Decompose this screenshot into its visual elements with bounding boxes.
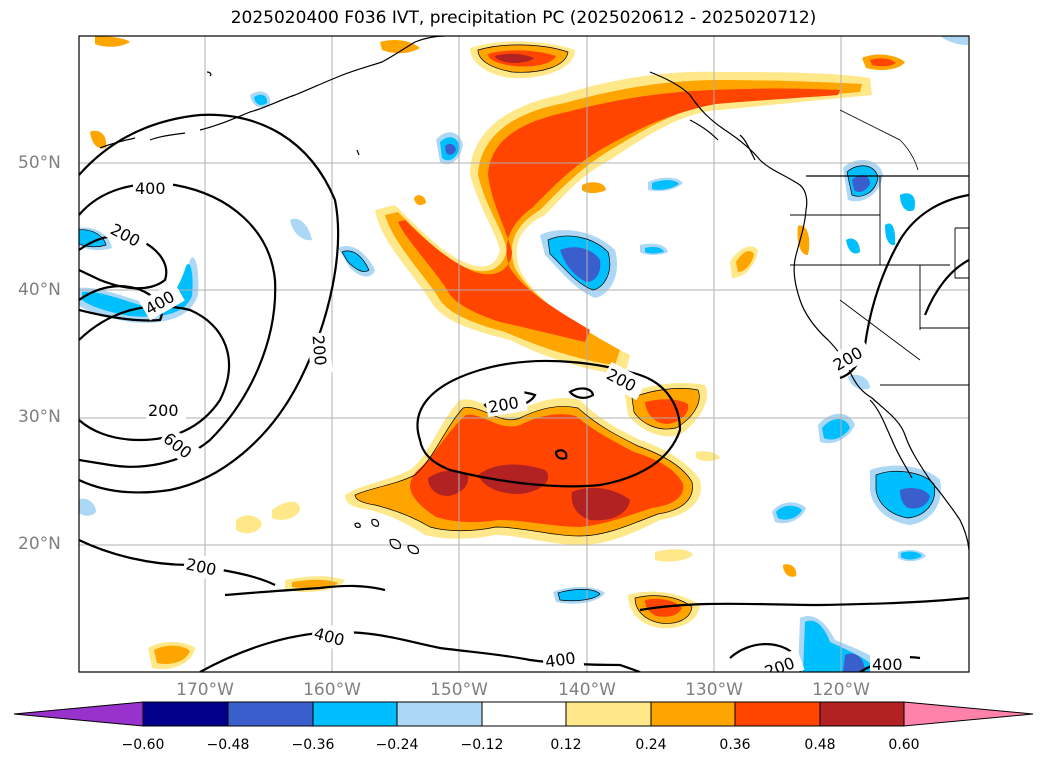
colorbar-tick-6: 0.12 (550, 737, 582, 753)
shade-small-4 (90, 130, 107, 149)
colorbar-bin-2 (227, 701, 314, 727)
colorbar-tick-8: 0.36 (719, 737, 751, 753)
colorbar-extend-high (903, 701, 1034, 727)
colorbar-bin-3 (312, 701, 398, 727)
colorbar-tick-10: 0.60 (888, 737, 920, 753)
shade-small-15 (95, 36, 130, 47)
lon-label-150w: 150°W (430, 680, 488, 700)
colorbar-bin-6 (565, 701, 652, 727)
shade-royal-7 (900, 488, 930, 509)
colorbar-tick-3: −0.36 (291, 737, 335, 753)
colorbar-tick-1: −0.60 (121, 737, 165, 753)
shade-blue-9 (822, 419, 850, 440)
lon-label-140w: 140°W (558, 680, 616, 700)
contour-small-loop (568, 387, 595, 399)
shade-small-14 (655, 549, 693, 562)
precip-positive-shading (90, 36, 905, 670)
gridlines (79, 36, 969, 672)
contour-200-southeast (639, 596, 969, 612)
lat-label-50n: 50°N (18, 153, 61, 173)
shade-red-ar (398, 88, 840, 342)
shade-small-7 (797, 225, 810, 256)
shade-blue-21 (645, 247, 664, 254)
map-frame (78, 35, 970, 673)
shade-royal-8 (843, 653, 865, 672)
colorbar-tick-5: −0.12 (460, 737, 504, 753)
contour-label-5: 200 (148, 401, 179, 420)
contour-label-4: 200 (308, 334, 330, 366)
shade-blue-13 (254, 94, 268, 105)
contour-400-south (224, 584, 386, 597)
shade-darkred-top (495, 53, 534, 63)
shade-darkred-subtrop-1 (428, 470, 469, 496)
shade-blue-10 (558, 589, 600, 601)
shade-blue-2 (79, 229, 106, 247)
shade-blue-11 (776, 505, 802, 520)
contour-small-loop2 (554, 449, 568, 460)
shade-small-1 (380, 40, 420, 54)
colorbar-tick-4: −0.24 (375, 737, 419, 753)
colorbar-bin-9 (819, 701, 905, 727)
precip-outlines (79, 44, 936, 624)
shade-lightblue-17 (79, 498, 96, 516)
shade-lightblue-12 (290, 218, 312, 241)
colorbar-tick-7: 0.24 (635, 737, 667, 753)
colorbar-tick-9: 0.48 (804, 737, 836, 753)
shade-blue-4 (342, 250, 369, 272)
colorbar-extend-low (13, 701, 144, 727)
lon-label-130w: 130°W (685, 680, 743, 700)
colorbar (13, 701, 1034, 727)
contour-200-central (416, 359, 682, 488)
colorbar-tick-2: −0.48 (206, 737, 250, 753)
colorbar-bin-4 (396, 701, 483, 727)
coastlines (99, 36, 969, 555)
shade-small-16 (582, 182, 606, 193)
lon-label-160w: 160°W (303, 680, 361, 700)
contour-label-13: 400 (872, 655, 903, 674)
colorbar-bin-5 (481, 701, 567, 727)
shade-small-3 (870, 58, 896, 67)
colorbar-bin-1 (142, 701, 229, 727)
shade-royal-6 (852, 175, 870, 192)
shade-blue-19 (885, 223, 896, 246)
lat-label-40n: 40°N (18, 280, 61, 300)
shade-small-11 (154, 645, 190, 664)
contour-200-east2 (923, 259, 969, 316)
contour-label-1: 400 (135, 179, 166, 198)
lon-label-120w: 120°W (812, 680, 870, 700)
precip-negative-shading (79, 36, 968, 672)
shade-royal-5 (445, 143, 456, 155)
shade-small-6 (736, 251, 754, 272)
shade-blue-18 (846, 238, 860, 254)
colorbar-bin-8 (734, 701, 821, 727)
shade-lightblue-18 (940, 36, 968, 45)
colorbar-bin-7 (650, 701, 736, 727)
lat-label-20n: 20°N (18, 534, 61, 554)
shade-small-13 (272, 501, 300, 520)
shade-small-19 (414, 195, 426, 206)
map-title: 2025020400 F036 IVT, precipitation PC (2… (230, 8, 817, 28)
contour-label-12: 400 (544, 648, 577, 671)
lon-label-170w: 170°W (176, 680, 234, 700)
shade-darkred-subtrop-2 (478, 464, 549, 494)
shade-blue-16 (901, 551, 922, 560)
lat-label-30n: 30°N (18, 407, 61, 427)
shade-darkred-subtrop-3 (571, 487, 630, 521)
shade-blue-14 (652, 180, 679, 190)
shade-small-12 (236, 515, 262, 534)
shade-blue-20 (900, 193, 916, 212)
shade-small-17 (783, 564, 797, 577)
shade-royal-1 (560, 247, 601, 282)
contour-200-west (79, 113, 340, 494)
